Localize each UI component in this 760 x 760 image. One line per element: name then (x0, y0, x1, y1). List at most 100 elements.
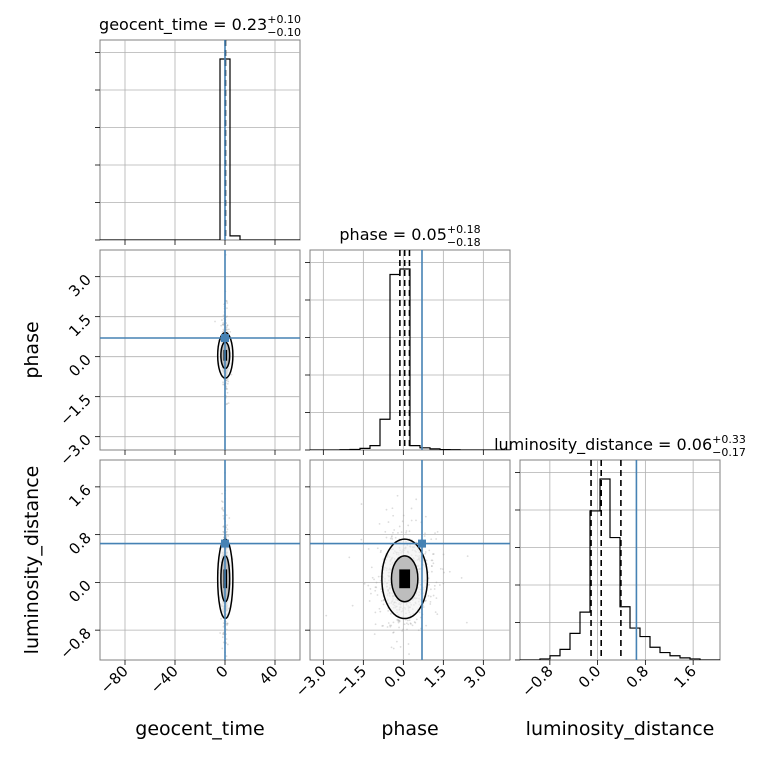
x-tick-label: 0.0 (575, 662, 605, 692)
sample-point (389, 624, 391, 627)
sample-point (225, 300, 228, 303)
panel-content (310, 250, 510, 450)
sample-point (415, 498, 418, 501)
sample-point (433, 584, 436, 587)
sample-point (418, 611, 421, 614)
sample-point (431, 559, 434, 562)
sample-point (432, 553, 435, 555)
sample-point (226, 382, 229, 385)
sample-point (222, 525, 225, 528)
sample-point (370, 566, 373, 569)
sample-point (220, 500, 223, 503)
sample-point (424, 515, 427, 518)
title-label: geocent_time = 0.23 (99, 15, 267, 35)
sample-point (225, 379, 228, 382)
sample-point (389, 625, 392, 628)
sample-point (222, 314, 225, 317)
sample-point (425, 559, 428, 562)
sample-point (225, 329, 228, 332)
sample-point (379, 551, 382, 554)
sample-point (404, 618, 407, 621)
title-minus: −0.10 (267, 26, 301, 39)
sample-point (465, 621, 468, 624)
sample-point (226, 524, 229, 527)
sample-point (396, 618, 399, 621)
sample-point (375, 586, 378, 589)
x-tick-label: 0 (212, 662, 231, 681)
sample-point (374, 623, 377, 626)
sample-point (403, 623, 406, 626)
sample-point (439, 567, 442, 570)
sample-point (221, 636, 224, 639)
sample-point (392, 621, 395, 624)
sample-point (430, 538, 433, 541)
sample-point (225, 638, 228, 640)
sample-point (226, 622, 229, 625)
sample-point (391, 538, 394, 540)
panel-luminosity_distance-luminosity_distance: luminosity_distance = 0.06+0.33−0.17 (494, 433, 746, 665)
y-tick-label: 1.5 (65, 311, 95, 341)
sample-point (423, 535, 426, 537)
sample-point (415, 618, 418, 621)
x-tick-label: −1.5 (332, 662, 370, 700)
y-tick-label: 3.0 (65, 271, 95, 301)
sample-point (434, 532, 436, 534)
y-axis-label-phase: phase (21, 321, 43, 378)
sample-point (397, 619, 400, 622)
sample-point (375, 581, 378, 584)
sample-point (225, 534, 228, 537)
sample-point (398, 620, 401, 623)
sample-point (222, 530, 225, 533)
sample-point (227, 328, 230, 331)
sample-point (380, 549, 382, 552)
sample-point (222, 625, 225, 628)
sample-point (226, 391, 229, 394)
sample-point (417, 629, 420, 632)
sample-point (424, 551, 427, 553)
sample-point (382, 598, 385, 601)
panel-title: phase = 0.05+0.18 (339, 223, 480, 244)
sample-point (415, 519, 417, 522)
sample-point (363, 582, 366, 585)
sample-point (221, 330, 224, 333)
sample-point (430, 570, 433, 573)
sample-point (430, 565, 433, 568)
sample-point (387, 521, 390, 523)
sample-point (389, 537, 392, 540)
sample-point (360, 503, 363, 505)
sample-point (367, 584, 370, 587)
title-minus: −0.17 (712, 446, 746, 459)
y-tick-label: 0.0 (65, 351, 95, 381)
sample-point (429, 595, 432, 598)
sample-point (374, 611, 377, 614)
sample-point (348, 556, 351, 559)
sample-point (387, 609, 390, 612)
panel-content (100, 250, 300, 450)
x-tick-label: 1.6 (670, 662, 700, 692)
sample-point (402, 514, 405, 517)
sample-point (376, 547, 379, 550)
sample-point (371, 576, 374, 579)
sample-point (225, 326, 228, 329)
sample-point (370, 592, 372, 595)
sample-point (390, 453, 392, 455)
sample-point (408, 530, 411, 533)
sample-point (424, 600, 426, 603)
sample-point (406, 628, 408, 631)
sample-point (384, 530, 387, 533)
sample-point (427, 594, 430, 597)
sample-point (442, 568, 444, 571)
sample-point (387, 622, 390, 624)
histogram-luminosity_distance (520, 478, 720, 660)
sample-point (226, 387, 228, 390)
density-peak (399, 569, 411, 589)
title-label: phase = 0.05 (339, 225, 446, 244)
sample-point (226, 328, 229, 331)
y-axis-label-luminosity_distance: luminosity_distance (21, 466, 43, 655)
panel-frame (99, 459, 301, 661)
sample-point (430, 559, 433, 562)
panel-content (100, 40, 300, 240)
sample-point (226, 324, 229, 326)
x-tick-label: −0.8 (518, 662, 556, 700)
sample-point (435, 597, 438, 600)
